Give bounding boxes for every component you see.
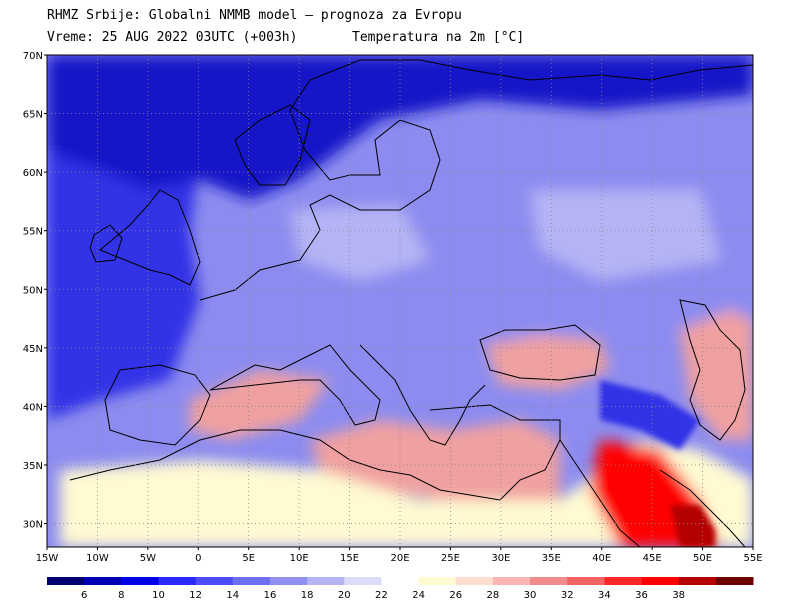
colorbar-label: 24 (412, 590, 425, 600)
western-mediterranean-warm (190, 370, 330, 440)
lon-tick-label: 35E (542, 553, 561, 564)
lat-tick-label: 35N (23, 461, 43, 472)
colorbar: 6 8 10 12 14 16 18 20 22 24 26 28 30 32 34 36 38 (47, 577, 754, 600)
lon-tick-label: 15W (36, 553, 59, 564)
colorbar-swatch (269, 577, 308, 585)
colorbar-swatch (567, 577, 605, 585)
lon-tick-label: 20E (390, 553, 409, 564)
lon-tick-label: 0 (195, 553, 201, 564)
lon-tick-label: 10E (290, 553, 309, 564)
latitude-labels: 70N 65N 60N 55N 50N 45N 40N 35N 30N (23, 51, 47, 531)
colorbar-swatch (344, 577, 382, 585)
north-africa-coast (69, 404, 561, 501)
lon-tick-label: 45E (643, 553, 662, 564)
colorbar-label: 22 (375, 590, 388, 600)
iberia-coast (104, 364, 211, 446)
colorbar-swatch (381, 577, 420, 585)
colorbar-swatch (678, 577, 717, 585)
anatolia-cool-region (600, 380, 700, 450)
persian-gulf-coast (659, 469, 746, 548)
colorbar-label: 6 (81, 590, 87, 600)
colorbar-swatch (604, 577, 643, 585)
colorbar-swatch (232, 577, 271, 585)
colorbar-label: 30 (524, 590, 537, 600)
lon-tick-label: 5E (242, 553, 255, 564)
colorbar-label: 18 (301, 590, 314, 600)
colorbar-swatch (121, 577, 159, 585)
eastern-mediterranean-warm (310, 420, 560, 505)
lat-tick-label: 40N (23, 402, 43, 413)
lon-tick-label: 15E (340, 553, 359, 564)
lat-tick-label: 70N (23, 51, 43, 62)
colorbar-swatch (47, 577, 85, 585)
colorbar-label: 36 (635, 590, 648, 600)
lat-tick-label: 45N (23, 344, 43, 355)
lon-tick-label: 5W (140, 553, 156, 564)
colorbar-swatch (492, 577, 531, 585)
colorbar-swatch (715, 577, 754, 585)
north-cold-region (47, 55, 753, 200)
colorbar-label: 38 (672, 590, 685, 600)
ireland-coast (89, 224, 123, 263)
colorbar-swatch (530, 577, 568, 585)
lon-tick-label: 50E (693, 553, 712, 564)
colorbar-label: 26 (449, 590, 462, 600)
colorbar-swatch (418, 577, 457, 585)
lat-tick-label: 65N (23, 110, 43, 121)
colorbar-label: 12 (189, 590, 202, 600)
longitude-labels: 15W 10W 5W 0 5E 10E 15E 20E 25E 30E 35E 40E 45E 50E 55… (36, 547, 763, 564)
variable-label: Temperatura na 2m [°C] (352, 30, 525, 45)
north-africa-warm (60, 440, 753, 547)
caspian-coast (679, 299, 746, 441)
central-europe-light-region (290, 205, 430, 280)
lat-tick-label: 50N (23, 285, 43, 296)
caspian-warm (680, 310, 753, 440)
red-sea-coast (559, 439, 641, 548)
colorbar-swatch (641, 577, 680, 585)
lat-tick-label: 60N (23, 168, 43, 179)
colorbar-label: 32 (561, 590, 574, 600)
chart-title: RHMZ Srbije: Globalni NMMB model — progn… (47, 8, 462, 23)
colorbar-label: 10 (152, 590, 165, 600)
colorbar-label: 8 (118, 590, 124, 600)
colorbar-swatch (84, 577, 122, 585)
norway-coast (234, 104, 311, 186)
colorbar-label: 20 (338, 590, 351, 600)
colorbar-label: 34 (598, 590, 611, 600)
lat-tick-label: 30N (23, 520, 43, 531)
colorbar-label: 16 (264, 590, 277, 600)
north-europe-coast (199, 59, 754, 301)
lon-tick-label: 30E (491, 553, 510, 564)
russia-light-region (530, 190, 720, 280)
black-sea-coast (479, 324, 601, 381)
coastlines (69, 59, 754, 548)
black-sea-warm (485, 335, 610, 390)
lon-tick-label: 55E (743, 553, 762, 564)
lon-tick-label: 10W (86, 553, 109, 564)
balkan-coast (359, 344, 486, 446)
persian-gulf-very-hot (670, 505, 715, 547)
lon-tick-label: 40E (592, 553, 611, 564)
colorbar-swatch (158, 577, 197, 585)
italy-france-coast (209, 344, 381, 426)
lat-tick-label: 55N (23, 227, 43, 238)
colorbar-swatch (195, 577, 234, 585)
colorbar-label: 28 (487, 590, 500, 600)
great-britain-coast (99, 189, 201, 286)
colorbar-swatch (455, 577, 494, 585)
forecast-time: Vreme: 25 AUG 2022 03UTC (+003h) (47, 30, 298, 45)
colorbar-label: 14 (226, 590, 239, 600)
colorbar-swatch (307, 577, 345, 585)
lon-tick-label: 25E (441, 553, 460, 564)
